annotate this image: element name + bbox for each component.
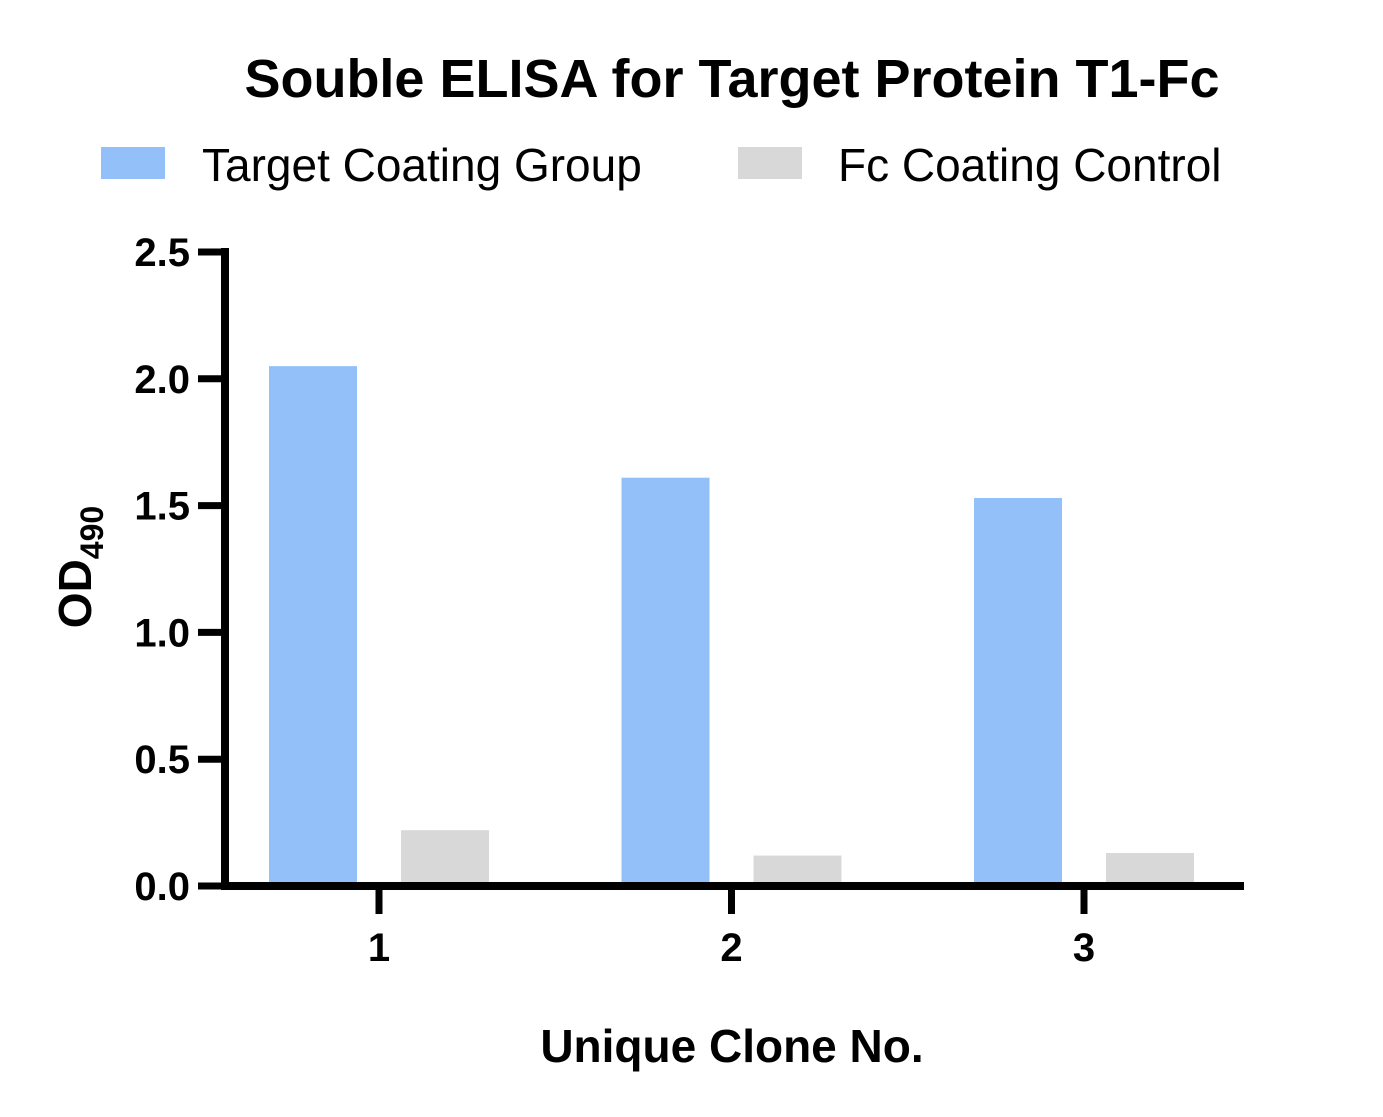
y-axis-label-main: OD bbox=[49, 559, 101, 628]
bar-target-coating-group-clone-1 bbox=[269, 366, 357, 886]
y-tick-label-1: 0.5 bbox=[134, 738, 190, 782]
x-tick-label-1: 1 bbox=[368, 926, 390, 970]
legend-label-target-coating-group: Target Coating Group bbox=[202, 139, 642, 191]
y-tick-label-2: 1.0 bbox=[134, 611, 190, 655]
y-tick-label-0: 0.0 bbox=[134, 865, 190, 909]
x-tick-label-2: 2 bbox=[720, 926, 742, 970]
bar-target-coating-group-clone-3 bbox=[974, 497, 1062, 886]
legend: Target Coating Group Fc Coating Control bbox=[101, 139, 1222, 191]
chart-title: Souble ELISA for Target Protein T1-Fc bbox=[244, 49, 1219, 109]
y-axis-label-subscript: 490 bbox=[74, 506, 110, 559]
legend-swatch-target-coating-group bbox=[101, 147, 165, 179]
x-axis-label: Unique Clone No. bbox=[540, 1020, 923, 1072]
bars bbox=[269, 366, 1194, 886]
bar-fc-coating-control-clone-3 bbox=[1106, 853, 1194, 886]
y-tick-label-4: 2.0 bbox=[134, 358, 190, 402]
bar-fc-coating-control-clone-1 bbox=[401, 830, 489, 886]
y-axis-label: OD490 bbox=[49, 506, 110, 628]
y-tick-label-5: 2.5 bbox=[134, 231, 190, 275]
legend-swatch-fc-coating-control bbox=[738, 147, 802, 179]
y-axis-ticks: 0.0 0.5 1.0 1.5 2.0 2.5 bbox=[134, 231, 225, 909]
bar-fc-coating-control-clone-2 bbox=[753, 855, 842, 886]
bar-target-coating-group-clone-2 bbox=[621, 477, 710, 886]
x-axis-ticks: 1 2 3 bbox=[368, 886, 1095, 970]
legend-label-fc-coating-control: Fc Coating Control bbox=[838, 139, 1222, 191]
x-tick-label-3: 3 bbox=[1073, 926, 1095, 970]
y-tick-label-3: 1.5 bbox=[134, 485, 190, 529]
